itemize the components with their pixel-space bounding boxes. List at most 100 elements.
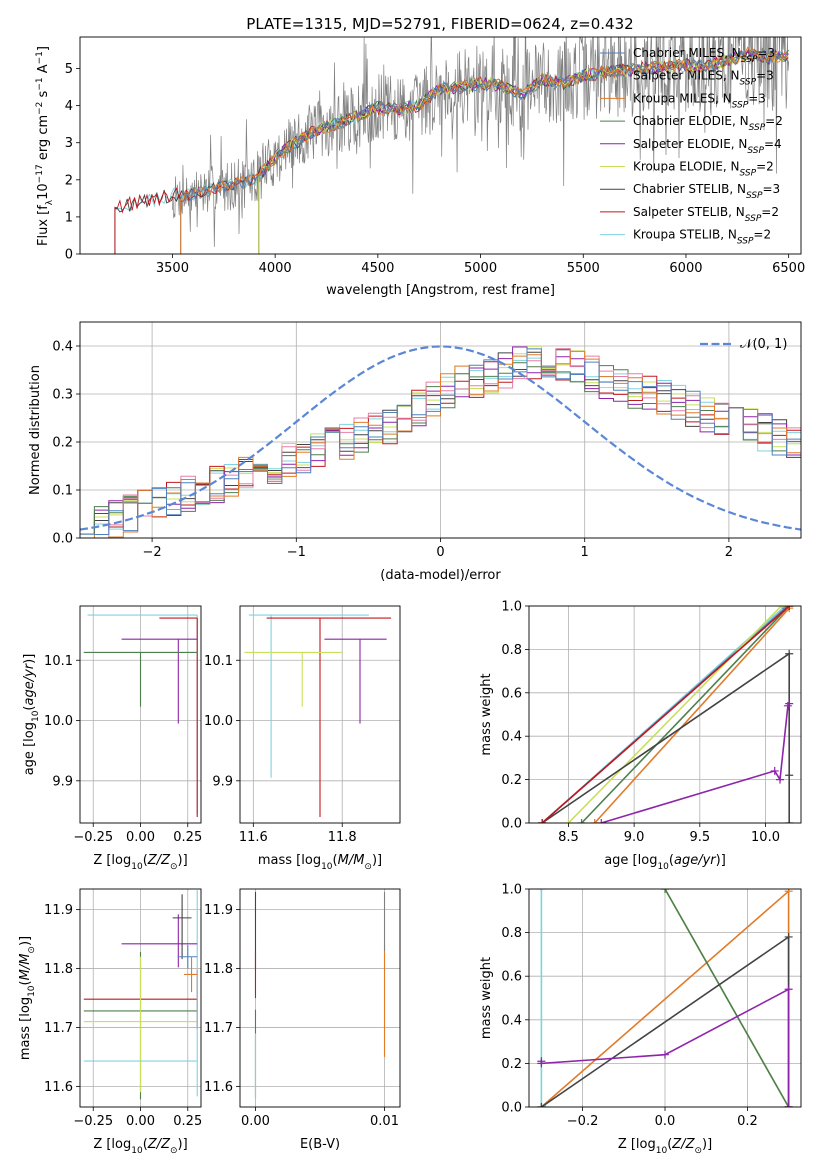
tick-label-y: 9.9 xyxy=(212,774,233,789)
tick-label-y: 10.0 xyxy=(44,714,73,729)
tick-label-y: 4 xyxy=(65,99,73,114)
tick-label-x: 4000 xyxy=(259,261,292,276)
axes-frame xyxy=(528,888,802,1108)
mass-weight-line xyxy=(664,889,790,1107)
mass-weight-marker xyxy=(597,819,606,823)
tick-label-y: 10.1 xyxy=(44,654,73,669)
errorbar-point xyxy=(244,651,343,707)
errorbar-point xyxy=(159,617,198,817)
legend-label: 𝒩(0, 1) xyxy=(740,337,787,352)
tick-label-y: 11.8 xyxy=(44,962,73,977)
tick-label-y: 1.0 xyxy=(501,600,522,615)
plot-area xyxy=(244,614,392,817)
plot-area xyxy=(114,37,790,254)
axes-frame xyxy=(239,605,401,824)
tick-label-x: 11.8 xyxy=(328,830,357,845)
model-spectrum-line xyxy=(180,49,788,254)
tick-label-x: −2 xyxy=(143,545,162,560)
legend: Chabrier MILES, NSSP=3 Salpeter MILES, NS… xyxy=(600,46,783,247)
legend-label: Chabrier MILES, NSSP=3 xyxy=(633,46,775,65)
tick-label-x: 0.00 xyxy=(241,1114,270,1129)
subplot-mass_vs_Z: −0.25 0.00 0.25 11.6 11.7 11.8 11.9 Z [log10(Z/… xyxy=(18,888,202,1156)
errorbar-point xyxy=(178,944,198,969)
subplot-weight_vs_Z: −0.2 0.0 0.2 0.0 0.2 0.4 0.6 0.8 1.0 Z [log10(Z/Z… xyxy=(479,883,802,1156)
tick-label-x: 0.25 xyxy=(173,830,202,845)
axes-frame xyxy=(79,321,802,539)
tick-label-x: 0.01 xyxy=(370,1114,399,1129)
legend-label: Kroupa ELODIE, NSSP=2 xyxy=(633,160,774,179)
errorbar-point xyxy=(121,914,198,968)
tick-label-y: 9.9 xyxy=(52,774,73,789)
tick-label-x: 5000 xyxy=(464,261,497,276)
mass-weight-marker xyxy=(784,1103,793,1107)
tick-label-x: 0.0 xyxy=(655,1114,676,1129)
legend-label: Salpeter STELIB, NSSP=2 xyxy=(633,205,779,224)
tick-label-y: 0.0 xyxy=(501,1101,522,1116)
legend-label: Chabrier STELIB, NSSP=3 xyxy=(633,182,780,201)
mass-weight-line xyxy=(567,606,790,823)
errorbar-point xyxy=(87,614,198,814)
tick-label-y: 0.0 xyxy=(501,817,522,832)
tick-label-y: 0 xyxy=(65,248,73,263)
tick-label-x: 2 xyxy=(725,545,733,560)
subplot-age_vs_Z: −0.25 0.00 0.25 9.9 10.0 10.1 Z [log10(Z/Z⊙)] a… xyxy=(22,605,202,872)
tick-label-y: 0.4 xyxy=(501,730,522,745)
model-spectrum-line xyxy=(180,46,788,254)
tick-label-y: 0.4 xyxy=(52,340,73,355)
plot-area xyxy=(537,889,793,1107)
tick-label-y: 11.6 xyxy=(204,1080,233,1095)
mass-weight-marker xyxy=(785,606,794,610)
tick-label-y: 0.6 xyxy=(501,970,522,985)
legend-label: Chabrier ELODIE, NSSP=2 xyxy=(633,114,783,133)
mass-weight-marker xyxy=(661,1050,669,1059)
mass-weight-marker xyxy=(785,649,794,658)
tick-label-y: 0.2 xyxy=(52,436,73,451)
tick-label-y: 0.4 xyxy=(501,1013,522,1028)
mass-weight-marker xyxy=(537,889,546,893)
tick-label-x: 0.2 xyxy=(737,1114,758,1129)
errorbar-point xyxy=(266,617,392,817)
axes-frame xyxy=(79,36,802,255)
tick-label-x: 10.0 xyxy=(751,830,780,845)
mass-weight-marker xyxy=(770,766,779,775)
plot-area xyxy=(83,614,198,817)
tick-label-y: 11.7 xyxy=(204,1021,233,1036)
mass-weight-line xyxy=(594,606,791,823)
x-axis-label: wavelength [Angstrom, rest frame] xyxy=(326,283,555,298)
y-axis-label: age [log10(age/yr)] xyxy=(22,654,41,776)
mass-weight-marker xyxy=(537,1103,546,1107)
errorbar-point xyxy=(324,638,387,724)
observed-spectrum xyxy=(172,37,790,247)
x-axis-label: E(B-V) xyxy=(300,1137,340,1152)
subplot-residuals: −2 −1 0 1 2 0.0 0.1 0.2 0.3 0.4 𝒩(0, 1) (data-model… xyxy=(28,321,802,583)
x-axis-label: mass [log10(M/M⊙)] xyxy=(258,853,382,872)
tick-label-y: 11.7 xyxy=(44,1021,73,1036)
normal-curve xyxy=(80,345,801,531)
mass-weight-marker xyxy=(564,819,573,823)
tick-label-y: 0.8 xyxy=(501,926,522,941)
mass-weight-marker xyxy=(590,819,599,823)
y-axis-label: mass weight xyxy=(479,957,494,1039)
tick-label-y: 11.8 xyxy=(204,962,233,977)
x-axis-label: Z [log10(Z/Z⊙)] xyxy=(93,853,187,872)
tick-label-y: 0.2 xyxy=(501,773,522,788)
mass-weight-line xyxy=(541,606,790,823)
plot-area xyxy=(254,891,386,1099)
tick-label-y: 2 xyxy=(65,173,73,188)
errorbar-point xyxy=(172,894,192,960)
mass-weight-marker xyxy=(538,819,547,823)
y-axis-label: mass [log10(M/M⊙)] xyxy=(18,936,37,1060)
residual-histogram xyxy=(80,348,801,535)
mass-weight-line xyxy=(581,606,790,823)
axes-frame xyxy=(79,605,202,824)
tick-label-x: 3500 xyxy=(156,261,189,276)
errorbar-point xyxy=(121,638,198,724)
mass-weight-line xyxy=(541,652,791,823)
legend-label: Salpeter MILES, NSSP=3 xyxy=(633,69,774,88)
tick-label-x: 0.00 xyxy=(126,830,155,845)
axes-frame xyxy=(79,888,202,1108)
tick-label-x: 6500 xyxy=(772,261,805,276)
tick-label-y: 1 xyxy=(65,210,73,225)
y-axis-label: Normed distribution xyxy=(28,365,43,495)
